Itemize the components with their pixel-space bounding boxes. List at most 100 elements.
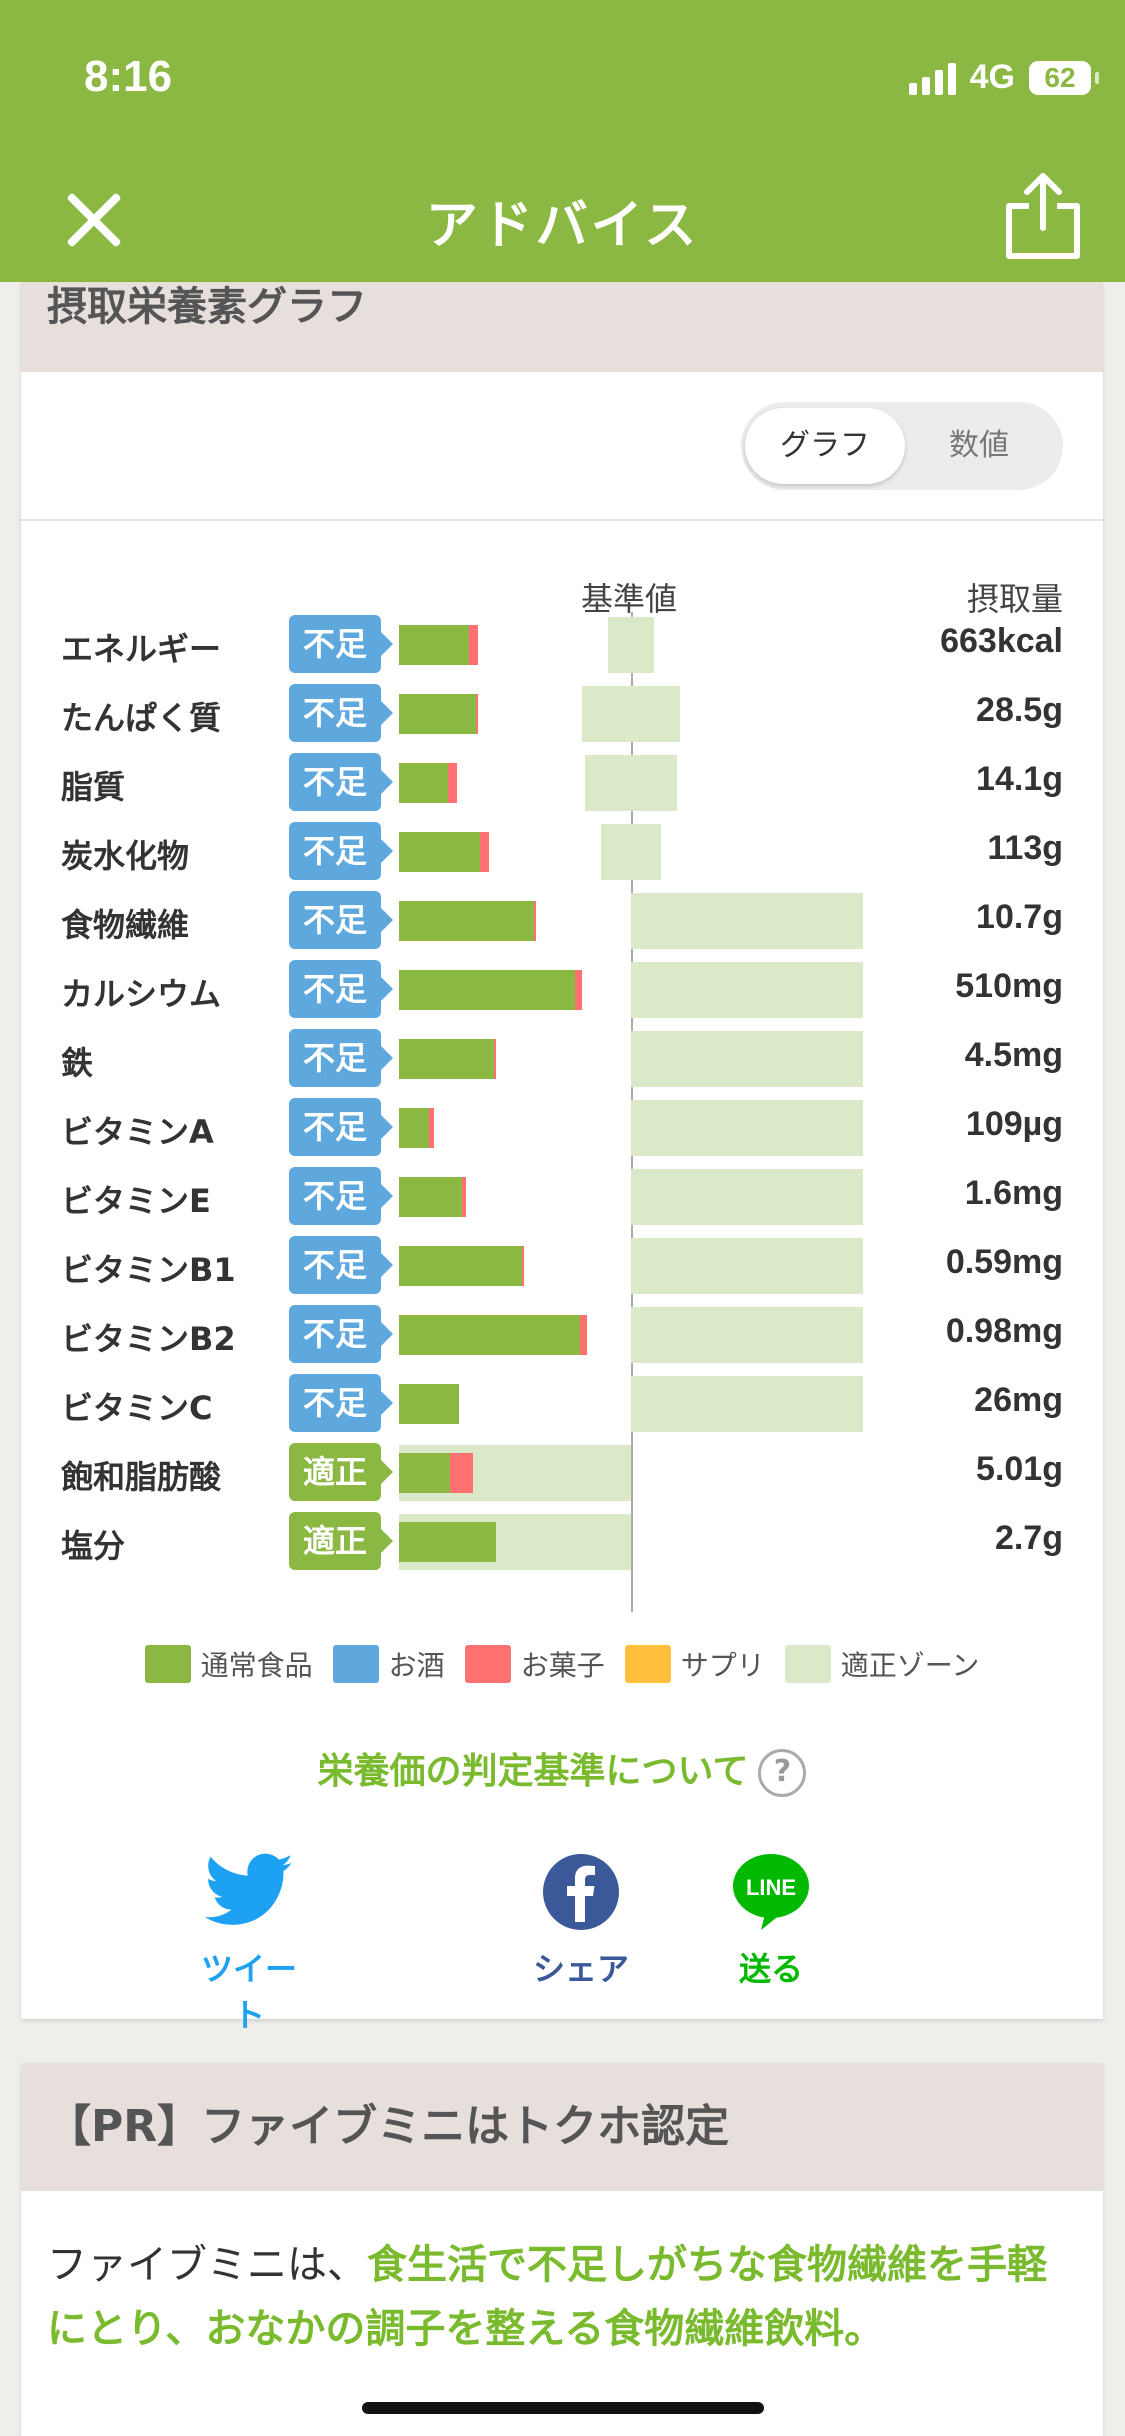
bar-normal-food [399, 1246, 522, 1286]
nutrient-label: ビタミンB2 [61, 1320, 236, 1358]
intake-bar [399, 1315, 587, 1355]
view-toggle[interactable]: グラフ 数値 [741, 402, 1063, 490]
intake-bar [399, 970, 583, 1010]
line-send-button[interactable]: LINE 送る [711, 1852, 831, 1990]
bar-normal-food [399, 901, 534, 941]
intake-value: 10.7g [976, 898, 1063, 936]
intake-bar [399, 1522, 497, 1562]
intake-value: 0.98mg [945, 1312, 1063, 1350]
signal-icon [908, 61, 956, 95]
status-badge: 不足 [289, 684, 393, 742]
adequate-zone [631, 962, 863, 1018]
bar-normal-food [399, 1522, 497, 1562]
adequate-zone [631, 1307, 863, 1363]
adequate-zone [600, 824, 662, 880]
nutrient-chart: エネルギー 不足 663kcal たんぱく質 不足 28.5g 脂質 不足 14.1g 炭水化物不… [21, 612, 1103, 1612]
status-badge: 不足 [289, 1098, 393, 1156]
legend-swatch [144, 1645, 191, 1683]
legend-label: 適正ゾーン [840, 1649, 980, 1682]
bar-normal-food [399, 1453, 451, 1493]
adequate-zone [631, 1031, 863, 1087]
line-icon[interactable]: LINE [711, 1852, 831, 1932]
nutrient-label: ビタミンB1 [61, 1251, 236, 1289]
toggle-values[interactable]: 数値 [949, 428, 1009, 463]
facebook-icon[interactable] [521, 1852, 641, 1932]
line-mark: LINE [746, 1875, 796, 1900]
adequate-zone [631, 893, 863, 949]
legend-swatch [784, 1645, 831, 1683]
intake-bar [399, 901, 536, 941]
bar-snacks [533, 901, 536, 941]
bar-snacks [475, 694, 478, 734]
twitter-icon[interactable] [189, 1852, 309, 1932]
bar-snacks [461, 1177, 467, 1217]
bar-snacks [450, 1453, 474, 1493]
nutrient-graph-card: 摂取栄養素グラフ グラフ 数値 基準値 摂取量 エネルギー 不足 663kcal たん… [21, 282, 1103, 2034]
adequate-zone [582, 686, 680, 742]
legend-item: 適正ゾーン [784, 1644, 980, 1684]
intake-bar [399, 1384, 460, 1424]
home-indicator [362, 2402, 764, 2414]
chart-legend: 通常食品 お酒 お菓子 サプリ 適正ゾーン [21, 1644, 1103, 1684]
intake-bar [399, 694, 478, 734]
tweet-button[interactable]: ツイート [189, 1852, 309, 2036]
bar-snacks [447, 763, 457, 803]
criteria-link-text[interactable]: 栄養価の判定基準について [317, 1751, 749, 1792]
nutrient-label: 塩分 [61, 1527, 126, 1565]
intake-value: 0.59mg [945, 1243, 1063, 1281]
bar-snacks [521, 1246, 525, 1286]
tweet-label[interactable]: ツイート [200, 1950, 297, 2034]
bar-normal-food [399, 1315, 580, 1355]
intake-bar [399, 1108, 434, 1148]
divider [21, 519, 1103, 521]
status-badge: 不足 [289, 1374, 393, 1432]
intake-bar [399, 1177, 467, 1217]
intake-bar [399, 1039, 497, 1079]
toggle-graph[interactable]: グラフ [745, 408, 905, 484]
bar-normal-food [399, 1177, 462, 1217]
criteria-link[interactable]: 栄養価の判定基準について? [21, 1742, 1103, 1797]
intake-value: 14.1g [976, 760, 1063, 798]
bar-normal-food [399, 625, 469, 665]
status-badge: 不足 [289, 822, 393, 880]
status-badge: 適正 [289, 1512, 393, 1570]
status-time: 8:16 [84, 52, 173, 101]
nutrient-label: カルシウム [61, 975, 222, 1013]
bar-normal-food [399, 1108, 430, 1148]
intake-value: 663kcal [940, 622, 1063, 660]
help-icon[interactable]: ? [758, 1749, 807, 1797]
share-icon[interactable] [1003, 170, 1083, 260]
network-type: 4G [969, 58, 1015, 96]
page-title: アドバイス [425, 196, 700, 256]
reference-label: 基準値 [581, 580, 678, 618]
card-title: 摂取栄養素グラフ [21, 282, 1103, 372]
bar-normal-food [399, 694, 476, 734]
adequate-zone [631, 1169, 863, 1225]
adequate-zone [584, 755, 678, 811]
status-badge: 不足 [289, 1305, 393, 1363]
nutrient-label: 食物繊維 [61, 906, 190, 944]
legend-label: お菓子 [520, 1649, 605, 1682]
pr-card: 【PR】ファイブミニはトクホ認定 ファイブミニは、食生活で不足しがちな食物繊維を… [21, 2063, 1103, 2436]
app-header: 8:16 4G 62 アドバイス [0, 0, 1125, 282]
pr-title: 【PR】ファイブミニはトクホ認定 [21, 2063, 1103, 2191]
nutrient-label: ビタミンA [61, 1113, 214, 1151]
pr-text-highlight[interactable]: 食生活で不足しがちな食物繊維を手軽にとり、おなかの調子を整える食物繊維飲料。 [47, 2242, 1047, 2352]
facebook-share-button[interactable]: シェア [521, 1852, 641, 1990]
legend-swatch [332, 1645, 379, 1683]
intake-bar [399, 763, 457, 803]
facebook-share-label[interactable]: シェア [532, 1950, 629, 1988]
intake-value: 26mg [974, 1381, 1063, 1419]
intake-label: 摂取量 [966, 580, 1063, 618]
intake-value: 109µg [965, 1105, 1063, 1143]
line-send-label[interactable]: 送る [738, 1950, 803, 1988]
status-badge: 不足 [289, 960, 393, 1018]
bar-normal-food [399, 832, 481, 872]
nutrient-label: エネルギー [61, 630, 222, 668]
intake-value: 2.7g [994, 1519, 1063, 1557]
intake-bar [399, 625, 478, 665]
adequate-zone [631, 1100, 863, 1156]
intake-value: 28.5g [976, 691, 1063, 729]
bar-snacks [429, 1108, 434, 1148]
nutrient-label: ビタミンE [61, 1182, 211, 1220]
